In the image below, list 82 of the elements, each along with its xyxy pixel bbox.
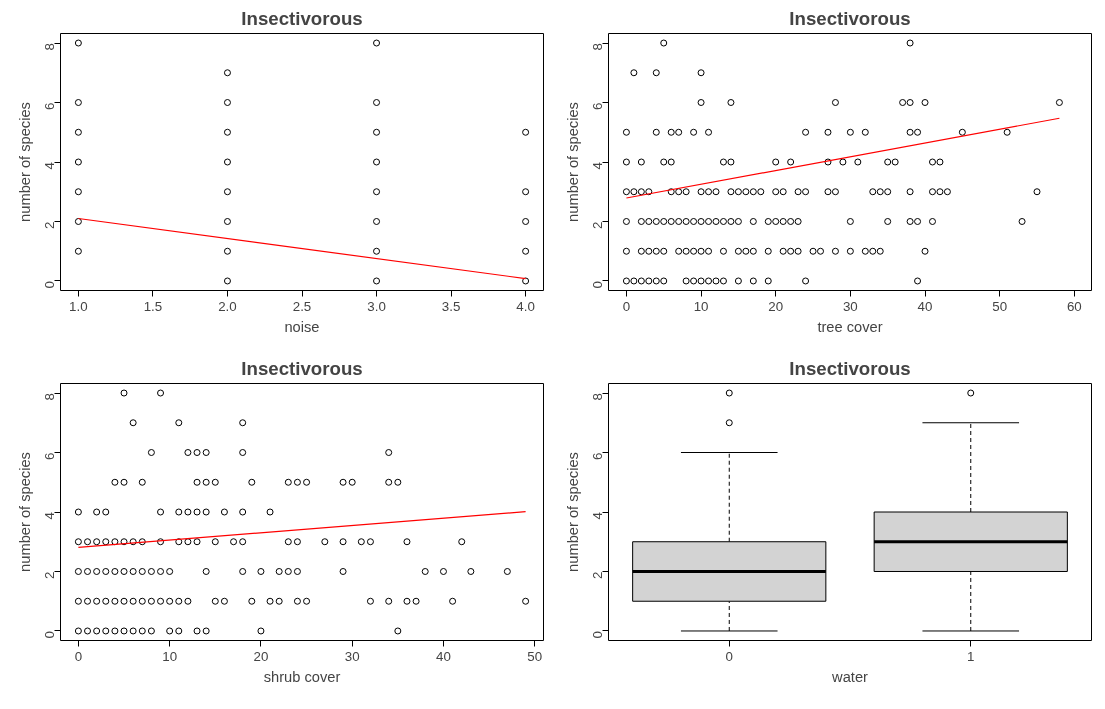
point (223, 218, 231, 225)
x-tick-label: 3.0 (367, 298, 386, 314)
y-tick-label: 2 (42, 571, 57, 579)
point (223, 277, 231, 285)
y-tick-label: 2 (590, 221, 605, 229)
point (223, 128, 231, 136)
point (373, 99, 381, 106)
x-tick-label: 60 (1066, 298, 1082, 314)
x-tick-label: 30 (344, 648, 360, 664)
point (223, 188, 231, 196)
x-tick-label: 0 (622, 298, 631, 314)
y-tick-label: 8 (590, 43, 605, 51)
y-tick-label: 4 (590, 511, 605, 520)
x-tick-label: 40 (436, 648, 451, 664)
point (373, 277, 381, 285)
point (373, 218, 381, 225)
y-tick-label: 8 (42, 43, 57, 51)
x-axis-title: shrub cover (263, 668, 341, 685)
y-tick-label: 0 (42, 630, 57, 639)
y-axis-title: number of species (16, 102, 33, 222)
point (74, 99, 82, 106)
chart-title: Insectivorous (241, 357, 363, 379)
chart-title: Insectivorous (789, 357, 911, 379)
y-tick-label: 4 (42, 161, 57, 170)
point (522, 188, 530, 196)
point (522, 128, 530, 136)
y-tick-label: 4 (590, 161, 605, 170)
x-tick-label: 50 (992, 298, 1008, 314)
point (74, 188, 82, 196)
y-tick-label: 0 (42, 280, 57, 289)
y-axis-title: number of species (16, 452, 33, 572)
chart-title: Insectivorous (241, 7, 363, 29)
x-tick-label: 10 (693, 298, 709, 314)
y-tick-label: 0 (590, 630, 605, 639)
x-tick-label: 4.0 (516, 298, 535, 314)
y-tick-label: 8 (590, 393, 605, 401)
point (522, 218, 530, 225)
y-tick-label: 6 (590, 102, 605, 110)
y-tick-label: 2 (590, 571, 605, 579)
y-axis-title: number of species (564, 452, 581, 572)
point (74, 218, 82, 225)
point (373, 188, 381, 196)
point (373, 247, 381, 255)
y-axis-title: number of species (564, 102, 581, 222)
x-axis-title: water (831, 668, 869, 685)
y-tick-label: 6 (42, 102, 57, 110)
x-tick-label: 1.5 (143, 298, 163, 314)
point (223, 158, 231, 166)
y-tick-label: 4 (42, 511, 57, 520)
point (373, 128, 381, 136)
x-tick-label: 30 (842, 298, 858, 314)
point (522, 247, 530, 255)
y-tick-label: 6 (42, 452, 57, 460)
x-tick-label: 0 (74, 648, 83, 664)
x-tick-label: 1 (967, 648, 975, 664)
point (223, 99, 231, 106)
x-axis-title: tree cover (817, 318, 883, 335)
chart-title: Insectivorous (789, 7, 911, 29)
x-tick-label: 20 (768, 298, 784, 314)
x-tick-label: 2.0 (218, 298, 237, 314)
point (74, 158, 82, 166)
point (373, 39, 381, 47)
x-tick-label: 3.5 (441, 298, 461, 314)
point (223, 69, 231, 77)
point (223, 247, 231, 255)
x-tick-label: 0 (725, 648, 733, 664)
point (74, 128, 82, 136)
y-tick-label: 0 (590, 280, 605, 289)
x-axis-title: noise (284, 318, 320, 335)
x-tick-label: 50 (527, 648, 543, 664)
x-tick-label: 40 (917, 298, 933, 314)
x-tick-label: 20 (253, 648, 269, 664)
point (373, 158, 381, 166)
x-tick-label: 10 (162, 648, 178, 664)
point (522, 277, 530, 285)
point (74, 39, 82, 47)
point (74, 247, 82, 255)
y-tick-label: 2 (42, 221, 57, 229)
x-tick-label: 2.5 (292, 298, 312, 314)
y-tick-label: 8 (42, 393, 57, 401)
y-tick-label: 6 (590, 452, 605, 460)
x-tick-label: 1.0 (69, 298, 88, 314)
